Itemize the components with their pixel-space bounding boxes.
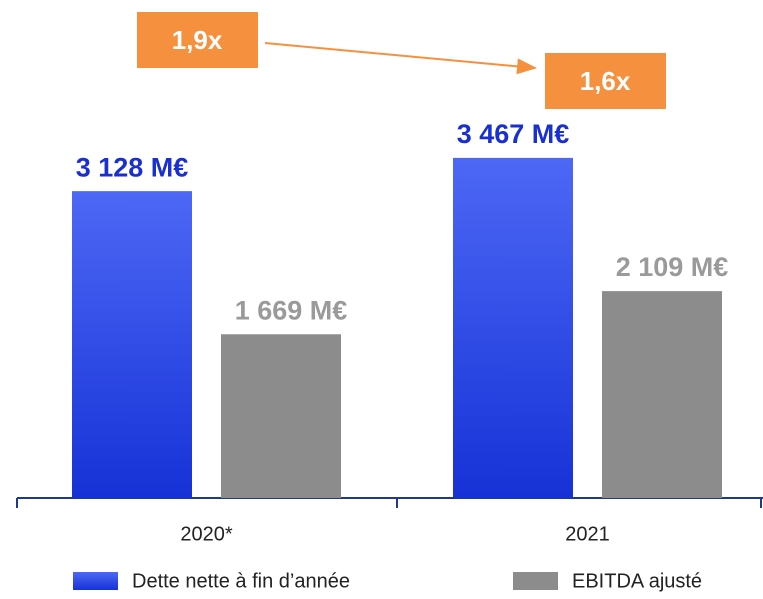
- annotation: 1,9x: [172, 25, 223, 55]
- bar: [72, 191, 192, 499]
- x-tick-label: 2020*: [180, 523, 232, 545]
- bar: [453, 157, 573, 498]
- annotation-box: [545, 53, 666, 109]
- value-label: 2 109 M€: [616, 252, 729, 282]
- legend-swatch: [73, 572, 118, 590]
- annotation-box: [137, 12, 258, 68]
- legend-swatch: [513, 572, 558, 590]
- bar: [602, 291, 722, 498]
- bar: [221, 334, 341, 498]
- arrow: [264, 42, 537, 75]
- value-label: 1 669 M€: [235, 295, 348, 325]
- annotation: 1,6x: [580, 66, 631, 96]
- value-label: 3 467 M€: [457, 119, 570, 149]
- legend-label: Dette nette à fin d’année: [132, 570, 350, 592]
- x-tick-label: 2021: [565, 523, 610, 545]
- value-label: 3 128 M€: [76, 152, 189, 182]
- legend-label: EBITDA ajusté: [572, 570, 702, 592]
